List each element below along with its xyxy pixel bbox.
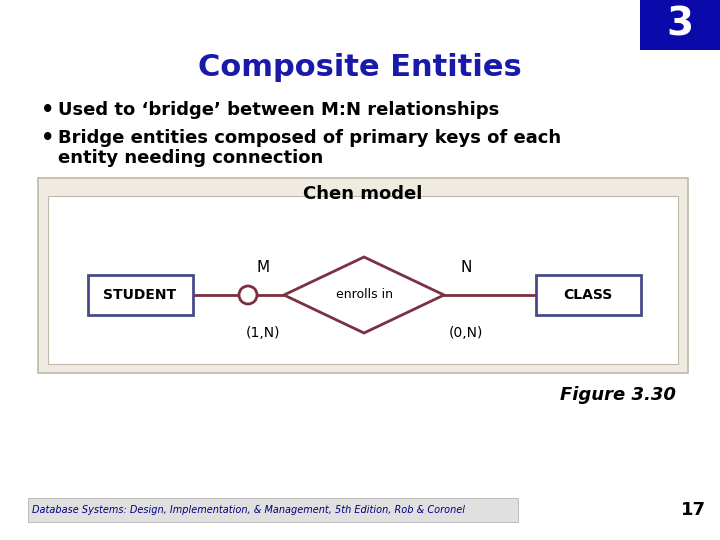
Text: 3: 3 [667,6,693,44]
Text: 17: 17 [680,501,706,519]
Text: CLASS: CLASS [563,288,613,302]
Text: N: N [460,260,472,274]
Text: Composite Entities: Composite Entities [198,53,522,83]
Text: (1,N): (1,N) [246,326,280,340]
FancyBboxPatch shape [88,275,192,315]
Polygon shape [284,257,444,333]
Text: M: M [256,260,269,274]
Text: •: • [41,128,55,148]
Text: Figure 3.30: Figure 3.30 [560,386,676,404]
FancyBboxPatch shape [38,178,688,373]
FancyBboxPatch shape [48,196,678,364]
Text: (0,N): (0,N) [449,326,483,340]
Text: Database Systems: Design, Implementation, & Management, 5th Edition, Rob & Coron: Database Systems: Design, Implementation… [32,505,465,515]
Text: •: • [41,100,55,120]
Circle shape [239,286,257,304]
Text: STUDENT: STUDENT [104,288,176,302]
Text: Used to ‘bridge’ between M:N relationships: Used to ‘bridge’ between M:N relationshi… [58,101,499,119]
Text: Chen model: Chen model [303,185,423,203]
FancyBboxPatch shape [28,498,518,522]
FancyBboxPatch shape [536,275,641,315]
Text: Bridge entities composed of primary keys of each: Bridge entities composed of primary keys… [58,129,561,147]
Text: entity needing connection: entity needing connection [58,149,323,167]
FancyBboxPatch shape [640,0,720,50]
Text: enrolls in: enrolls in [336,288,392,301]
